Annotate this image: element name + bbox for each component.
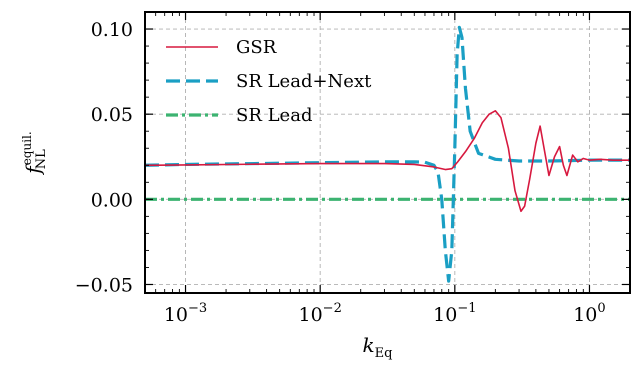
x-tick-label: 100 [573,301,605,326]
legend-label: GSR [236,37,277,58]
axis-ticks: 10−3 10−2 10−1 100 0.10 0.05 0.00 −0.05 [75,12,631,326]
series-line-sr-lead-next [145,25,630,283]
series-lines [145,25,630,283]
x-tick-label: 10−1 [433,301,476,326]
plot-frame [144,11,631,294]
legend-label: SR Lead [236,105,312,126]
legend: GSR SR Lead+Next SR Lead [166,37,372,126]
y-tick-label: 0.05 [91,104,133,126]
y-tick-label: 0.00 [91,189,133,211]
x-tick-label: 10−2 [298,301,341,326]
legend-label: SR Lead+Next [236,71,372,92]
y-tick-label: −0.05 [75,274,133,296]
y-axis-label: fequil.NL [20,131,49,175]
x-axis-label: kEq [363,333,393,361]
y-tick-label: 0.10 [91,19,133,41]
series-line-gsr [145,109,630,213]
x-tick-label: 10−3 [164,301,207,326]
